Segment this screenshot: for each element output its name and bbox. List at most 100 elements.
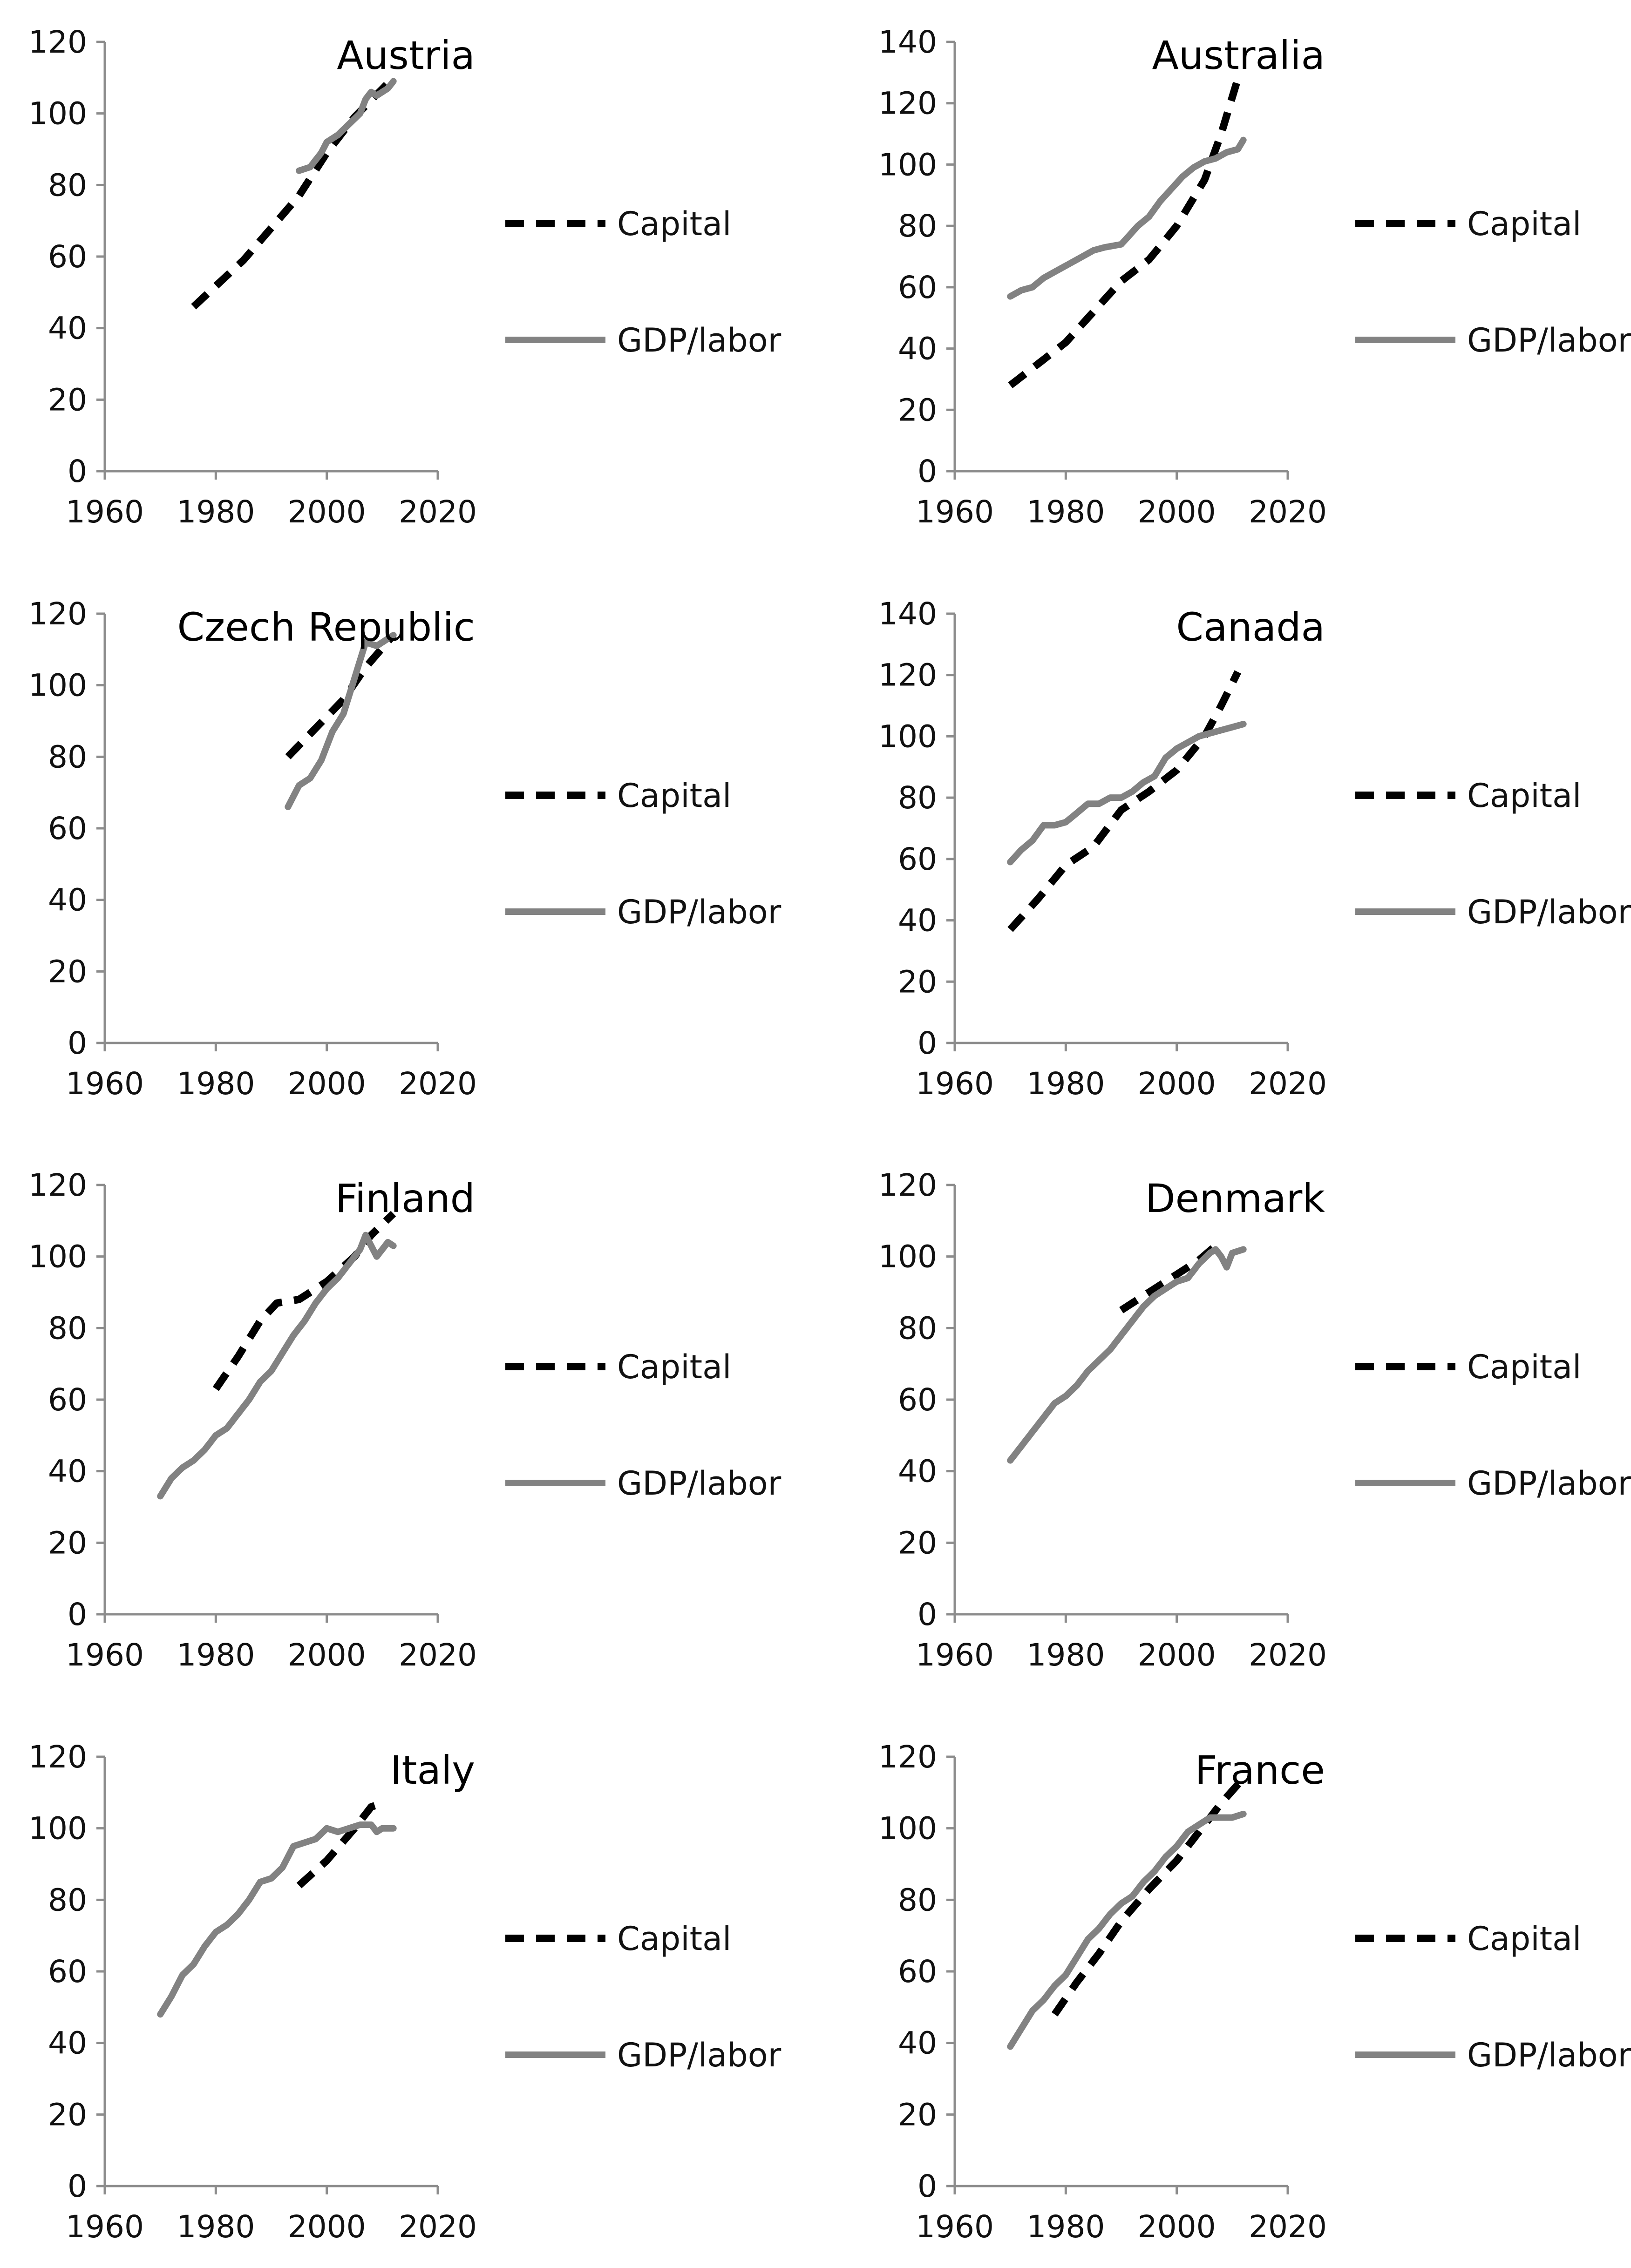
chart-czech-republic-y-tick-label: 60 [48, 811, 87, 846]
chart-france-series-capital [1051, 1775, 1246, 2017]
chart-france-title: France [1195, 1747, 1325, 1793]
chart-france-x-tick-label: 1960 [916, 2209, 994, 2245]
chart-denmark-x-tick-label: 1960 [916, 1637, 994, 1673]
chart-canada-y-tick-label: 20 [898, 964, 937, 1000]
chart-denmark-legend-capital-label: Capital [1467, 1348, 1581, 1386]
chart-czech-republic-legend: Capital GDP/labor [505, 777, 782, 931]
chart-italy-series-capital [296, 1800, 384, 1889]
chart-france-legend-gdp-label: GDP/labor [1467, 2036, 1631, 2074]
chart-australia-x-tick-label: 1960 [916, 494, 994, 530]
chart-australia-series-gdp-labor [1007, 136, 1247, 300]
chart-italy-legend-gdp-label: GDP/labor [617, 2036, 782, 2074]
chart-canada-y-tick-label: 120 [878, 657, 937, 693]
chart-czech-republic-series-capital [285, 632, 396, 759]
chart-france-y-tick-label: 100 [878, 1811, 937, 1847]
chart-australia-y-tick-label: 40 [898, 331, 937, 367]
chart-czech-republic-x-tick-label: 2020 [399, 1066, 477, 1102]
chart-finland-legend-capital-label: Capital [617, 1348, 731, 1386]
chart-finland-x-tick-label: 2020 [399, 1637, 477, 1673]
chart-canada-y-tick-label: 80 [898, 780, 937, 816]
chart-canada-legend-capital-label: Capital [1467, 777, 1581, 815]
chart-finland-y-tick-label: 20 [48, 1525, 87, 1561]
chart-italy-series-gdp-labor [157, 1821, 397, 2018]
chart-finland-x-tick-label: 1960 [66, 1637, 144, 1673]
chart-finland-series-gdp-labor [157, 1232, 397, 1500]
chart-france-y-tick-label: 0 [917, 2168, 937, 2204]
chart-italy-y-tick-label: 80 [48, 1882, 87, 1918]
chart-czech-republic-y-tick-label: 80 [48, 739, 87, 775]
chart-finland-y-tick-label: 40 [48, 1454, 87, 1489]
chart-france-y-tick-label: 20 [898, 2097, 937, 2133]
chart-canada-legend: Capital GDP/labor [1355, 777, 1631, 931]
chart-austria-legend: Capital GDP/labor [505, 205, 782, 359]
chart-italy-x-tick-label: 1960 [66, 2209, 144, 2245]
chart-italy-legend-capital-label: Capital [617, 1920, 731, 1958]
chart-australia-y-tick-label: 140 [878, 24, 937, 60]
chart-france: 0 20 40 60 80 100 120 1960 1980 2000 2020 France Cap… [878, 1739, 1631, 2245]
chart-canada-y-tick-label: 140 [878, 596, 937, 632]
chart-australia-legend-gdp-label: GDP/labor [1467, 321, 1631, 359]
chart-austria-y-tick-label: 40 [48, 311, 87, 346]
chart-australia-series-capital [1008, 77, 1242, 388]
chart-australia-y-tick-label: 100 [878, 147, 937, 183]
chart-denmark-y-tick-label: 120 [878, 1167, 937, 1203]
chart-australia-y-tick-label: 60 [898, 270, 937, 305]
chart-czech-republic-y-tick-label: 20 [48, 954, 87, 989]
chart-czech-republic-legend-gdp-label: GDP/labor [617, 893, 782, 931]
chart-austria-x-tick-label: 1980 [177, 494, 255, 530]
chart-canada-y-tick-label: 100 [878, 718, 937, 754]
chart-austria-series-gdp-labor [296, 78, 397, 174]
chart-australia-legend: Capital GDP/labor [1355, 205, 1631, 359]
chart-finland-y-tick-label: 0 [68, 1597, 87, 1632]
chart-france-y-tick-label: 60 [898, 1954, 937, 1990]
chart-denmark-legend: Capital GDP/labor [1355, 1348, 1631, 1503]
chart-austria-y-tick-label: 80 [48, 167, 87, 203]
chart-austria-legend-capital-label: Capital [617, 205, 731, 243]
chart-denmark-x-tick-label: 2000 [1138, 1637, 1216, 1673]
chart-italy-y-tick-label: 40 [48, 2025, 87, 2061]
chart-czech-republic-title: Czech Republic [177, 604, 475, 650]
chart-france-series-gdp-labor [1007, 1810, 1247, 2050]
chart-canada-series-gdp-labor [1007, 721, 1247, 866]
chart-italy-y-tick-label: 60 [48, 1954, 87, 1990]
chart-australia-x-tick-label: 2020 [1249, 494, 1327, 530]
chart-denmark-legend-gdp-label: GDP/labor [1467, 1464, 1631, 1503]
chart-australia-y-tick-label: 0 [917, 454, 937, 489]
chart-france-x-tick-label: 2020 [1249, 2209, 1327, 2245]
chart-denmark-y-tick-label: 100 [878, 1239, 937, 1275]
chart-australia-y-tick-label: 20 [898, 392, 937, 428]
chart-italy-x-tick-label: 2020 [399, 2209, 477, 2245]
chart-australia-x-tick-label: 2000 [1138, 494, 1216, 530]
chart-denmark-x-tick-label: 2020 [1249, 1637, 1327, 1673]
chart-australia-y-tick-label: 80 [898, 208, 937, 244]
chart-finland: 0 20 40 60 80 100 120 1960 1980 2000 2020 Finland Ca… [28, 1167, 782, 1673]
chart-italy-y-tick-label: 20 [48, 2097, 87, 2133]
chart-czech-republic-x-tick-label: 1960 [66, 1066, 144, 1102]
chart-italy: 0 20 40 60 80 100 120 1960 1980 2000 2020 Italy Capi… [28, 1739, 782, 2245]
chart-denmark-x-tick-label: 1980 [1026, 1637, 1105, 1673]
chart-france-y-tick-label: 40 [898, 2025, 937, 2061]
chart-france-x-tick-label: 2000 [1138, 2209, 1216, 2245]
chart-canada-series-capital [1007, 670, 1241, 932]
chart-canada-legend-gdp-label: GDP/labor [1467, 893, 1631, 931]
chart-australia-legend-capital-label: Capital [1467, 205, 1581, 243]
chart-france-y-tick-label: 120 [878, 1739, 937, 1775]
chart-france-x-tick-label: 1980 [1026, 2209, 1105, 2245]
chart-denmark-y-tick-label: 80 [898, 1310, 937, 1346]
chart-italy-legend: Capital GDP/labor [505, 1920, 782, 2074]
chart-denmark-series-capital [1119, 1243, 1218, 1313]
chart-finland-legend-gdp-label: GDP/labor [617, 1464, 782, 1503]
chart-finland-x-tick-label: 1980 [177, 1637, 255, 1673]
chart-italy-y-tick-label: 0 [68, 2168, 87, 2204]
chart-canada-y-tick-label: 0 [917, 1025, 937, 1061]
chart-australia-y-tick-label: 120 [878, 86, 937, 122]
chart-canada-x-tick-label: 2000 [1138, 1066, 1216, 1102]
chart-czech-republic-y-tick-label: 40 [48, 882, 87, 918]
chart-denmark: 0 20 40 60 80 100 120 1960 1980 2000 2020 Denmark Ca… [878, 1167, 1631, 1673]
chart-czech-republic-legend-capital-label: Capital [617, 777, 731, 815]
chart-denmark-y-tick-label: 0 [917, 1597, 937, 1632]
chart-finland-x-tick-label: 2000 [288, 1637, 366, 1673]
chart-canada-y-tick-label: 40 [898, 903, 937, 939]
chart-canada-x-tick-label: 2020 [1249, 1066, 1327, 1102]
